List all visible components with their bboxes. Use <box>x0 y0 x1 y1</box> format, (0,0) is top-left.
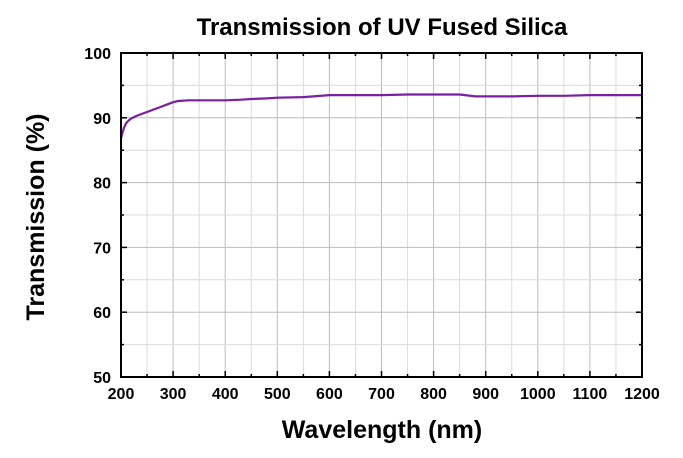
data-point <box>130 117 133 120</box>
data-point <box>406 93 409 96</box>
x-tick-label: 600 <box>316 386 343 403</box>
data-point <box>354 94 357 97</box>
y-tick-label: 60 <box>93 305 111 322</box>
x-tick-label: 1000 <box>520 386 556 403</box>
axis-ticks <box>120 52 643 378</box>
x-tick-label: 800 <box>420 386 447 403</box>
data-point <box>265 97 268 100</box>
data-point <box>127 119 130 122</box>
x-tick-label: 700 <box>368 386 395 403</box>
data-point <box>224 99 227 102</box>
data-point <box>432 93 435 96</box>
data-point <box>250 98 253 100</box>
y-axis-label: Transmission (%) <box>22 114 50 321</box>
y-tick-labels: 50 60 70 80 90 100 <box>84 46 111 387</box>
data-point <box>328 94 331 97</box>
x-tick-label: 300 <box>160 386 187 403</box>
data-point <box>187 99 190 102</box>
data-point <box>213 99 216 102</box>
x-tick-label: 1100 <box>573 386 608 403</box>
chart-title: Transmission of UV Fused Silica <box>197 14 568 41</box>
data-point <box>135 114 138 117</box>
y-tick-label: 80 <box>93 176 111 193</box>
x-tick-label: 900 <box>472 386 499 403</box>
data-point <box>151 109 154 111</box>
data-point <box>166 103 169 106</box>
data-point <box>125 122 128 124</box>
data-point <box>156 107 159 109</box>
data-point <box>140 113 143 115</box>
x-tick-labels: 200 300 400 500 600 700 800 900 1000 1100 1200 <box>108 386 660 403</box>
data-point <box>121 131 124 133</box>
data-point <box>510 95 513 98</box>
x-axis-label: Wavelength (nm) <box>282 416 482 444</box>
x-tick-label: 1200 <box>624 386 660 403</box>
y-tick-label: 70 <box>93 240 111 257</box>
data-point <box>615 94 617 97</box>
data-point <box>177 100 180 102</box>
data-point <box>198 99 201 102</box>
data-point <box>146 111 148 113</box>
data-point <box>536 94 539 97</box>
data-point <box>276 96 279 99</box>
data-point <box>380 94 383 97</box>
data-point <box>302 96 305 98</box>
data-point <box>474 95 477 98</box>
grid-lines <box>120 52 643 378</box>
data-point <box>484 95 487 98</box>
data-point <box>562 94 565 97</box>
y-tick-label: 100 <box>84 46 111 63</box>
x-tick-label: 400 <box>212 386 239 403</box>
y-tick-label: 50 <box>93 370 111 387</box>
data-point <box>172 101 175 104</box>
data-point <box>161 105 164 108</box>
y-tick-label: 90 <box>93 111 111 128</box>
x-tick-label: 200 <box>108 386 135 403</box>
data-point <box>123 126 126 129</box>
data-point <box>239 98 242 101</box>
data-point <box>589 94 591 97</box>
x-tick-label: 500 <box>264 386 291 403</box>
data-point <box>458 93 461 96</box>
